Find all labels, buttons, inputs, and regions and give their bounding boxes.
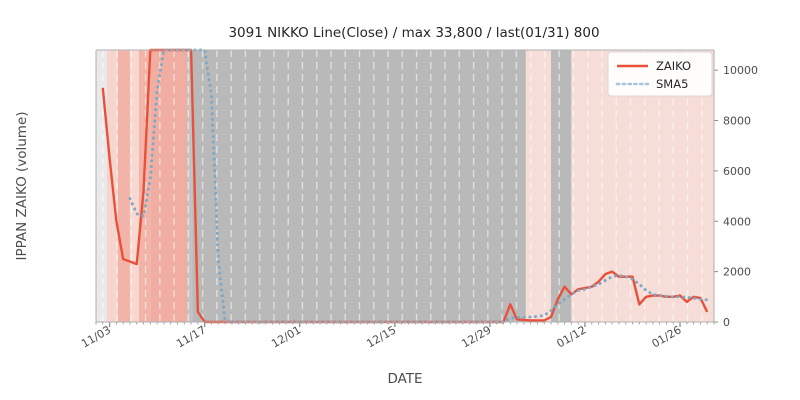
legend-label-zaiko: ZAIKO xyxy=(656,59,691,73)
grid-lines xyxy=(102,50,703,322)
y-tick-label: 8000 xyxy=(723,115,751,128)
x-axis-label: DATE xyxy=(387,371,422,387)
series-line-sma5 xyxy=(128,48,709,324)
chart-title: 3091 NIKKO Line(Close) / max 33,800 / la… xyxy=(228,25,599,41)
band-region xyxy=(117,50,130,322)
legend-label-sma5: SMA5 xyxy=(656,77,688,91)
band-region xyxy=(551,50,572,322)
y-axis-label: IPPAN ZAIKO (volume) xyxy=(14,111,30,260)
band-region xyxy=(525,50,552,322)
y-axis-ticks: 0 2000 4000 6000 8000 10000 xyxy=(714,64,758,329)
band-region xyxy=(129,50,139,322)
band-region xyxy=(150,50,188,322)
chart-legend[interactable]: ZAIKO SMA5 xyxy=(607,51,713,97)
y-tick-label: 2000 xyxy=(723,266,751,279)
band-region xyxy=(96,50,107,322)
y-tick-label: 0 xyxy=(723,316,730,329)
y-tick-label: 4000 xyxy=(723,215,751,228)
y-tick-label: 6000 xyxy=(723,165,751,178)
y-tick-label: 10000 xyxy=(723,64,758,77)
band-region xyxy=(187,50,193,322)
